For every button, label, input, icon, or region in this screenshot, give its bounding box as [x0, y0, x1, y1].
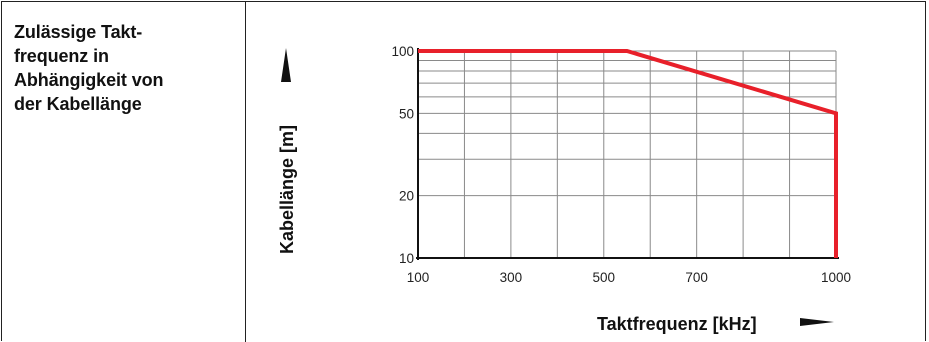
- x-axis-arrow-icon: [800, 318, 834, 326]
- y-tick-label: 10: [399, 251, 414, 266]
- y-tick-label: 100: [391, 44, 414, 59]
- column-divider: [245, 1, 246, 342]
- chart-grid: [417, 50, 837, 259]
- description-label: Zulässige Takt- frequenz in Abhängigkeit…: [14, 22, 164, 114]
- x-tick-label: 100: [407, 270, 430, 285]
- series-line: [418, 49, 838, 258]
- y-axis-title: Kabellänge [m]: [277, 125, 297, 254]
- x-tick-label: 500: [593, 270, 616, 285]
- y-tick-label: 50: [399, 106, 414, 121]
- chart-tick-labels: 100 300 500 700 1000 10 20 50 100: [391, 44, 851, 285]
- x-tick-label: 1000: [821, 270, 851, 285]
- x-tick-label: 700: [685, 270, 708, 285]
- x-axis-title: Taktfrequenz [kHz]: [597, 314, 757, 334]
- y-tick-label: 20: [399, 189, 414, 204]
- x-tick-label: 300: [500, 270, 523, 285]
- chart-axes: [416, 48, 839, 260]
- y-axis-arrow-icon: [281, 48, 291, 82]
- chart-series: [418, 49, 838, 258]
